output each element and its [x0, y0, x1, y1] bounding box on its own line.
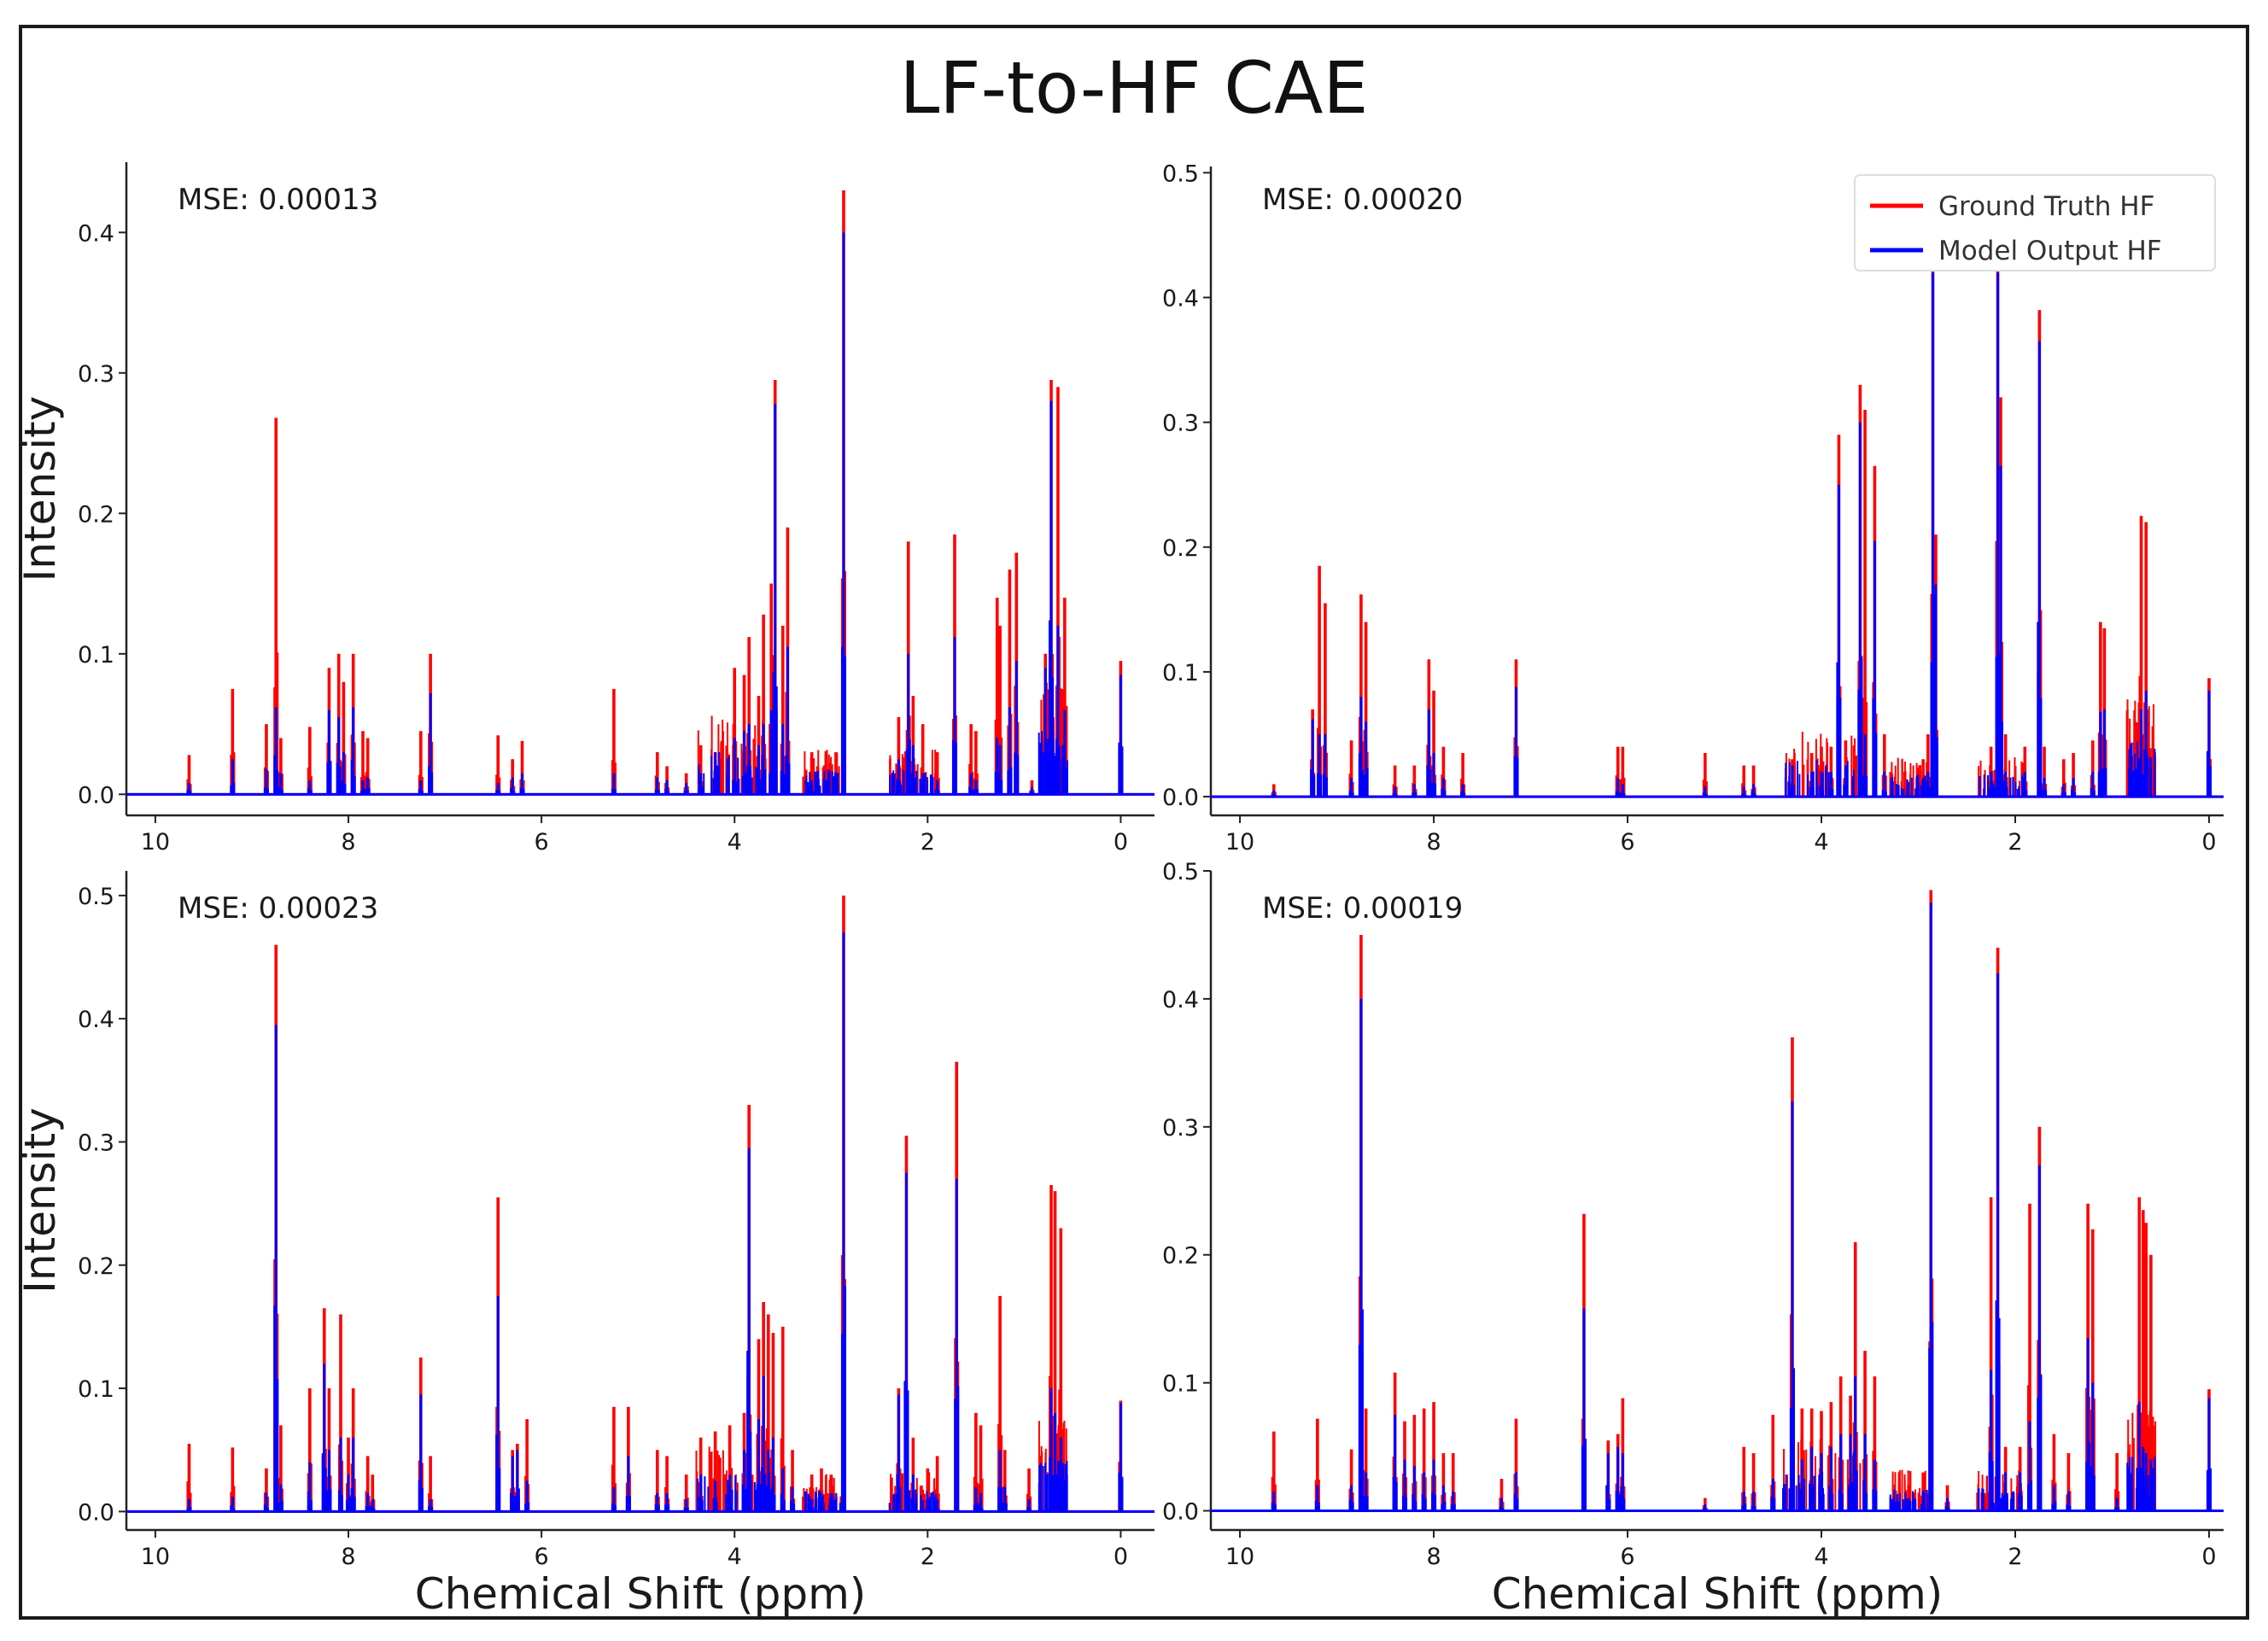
plot-area [1211, 890, 2224, 1513]
y-axis-title: Intensity [15, 396, 65, 582]
y-tick-label: 0.5 [78, 884, 114, 910]
x-tick-label: 2 [2008, 1544, 2022, 1570]
y-tick-label: 0.5 [1162, 161, 1199, 187]
x-tick-label: 2 [921, 1544, 935, 1570]
figure-title: LF-to-HF CAE [900, 46, 1369, 130]
mse-annotation: MSE: 0.00019 [1262, 891, 1463, 926]
x-tick-label: 0 [1114, 1544, 1128, 1570]
x-tick-label: 8 [1426, 829, 1441, 856]
y-tick-label: 0.3 [78, 1130, 114, 1156]
series-model-output-hf [1211, 902, 2224, 1513]
x-tick-label: 8 [341, 829, 355, 856]
mse-annotation: MSE: 0.00020 [1262, 183, 1463, 217]
plot-area [126, 895, 1154, 1513]
y-tick-label: 0.1 [78, 1376, 114, 1403]
y-tick-label: 0.3 [1162, 411, 1199, 437]
x-tick-label: 10 [141, 829, 170, 856]
mse-annotation: MSE: 0.00013 [178, 183, 378, 217]
panel-top-right: 10 8 6 4 2 0 0.0 0.1 0.2 0.3 0.4 0.5 MSE: 0.00020 Gro… [1162, 161, 2224, 856]
y-tick-label: 0.4 [1162, 285, 1199, 312]
y-tick-label: 0.3 [78, 361, 114, 388]
plot-area [1211, 197, 2224, 798]
x-tick-label: 10 [1225, 829, 1254, 856]
x-tick-label: 10 [141, 1544, 170, 1570]
y-axis-title: Intensity [15, 1107, 65, 1294]
y-tick-label: 0.1 [1162, 660, 1199, 686]
y-tick-label: 0.0 [1162, 1499, 1199, 1526]
x-tick-label: 10 [1225, 1544, 1254, 1570]
legend: Ground Truth HF Model Output HF [1854, 174, 2216, 272]
y-tick-label: 0.4 [1162, 987, 1199, 1013]
y-tick-label: 0.1 [78, 642, 114, 669]
legend-box [1854, 174, 2216, 272]
x-tick-label: 8 [341, 1544, 355, 1570]
x-tick-label: 4 [1814, 829, 1828, 856]
x-tick-label: 8 [1426, 1544, 1441, 1570]
x-axis-title: Chemical Shift (ppm) [1492, 1569, 1944, 1619]
x-tick-label: 0 [2201, 829, 2216, 856]
x-tick-label: 6 [535, 829, 549, 856]
panel-top-left: 10 8 6 4 2 0 0.0 0.1 0.2 0.3 0.4 MSE: 0.00013 Intens… [15, 162, 1154, 856]
legend-label: Ground Truth HF [1938, 191, 2154, 222]
mse-annotation: MSE: 0.00023 [178, 891, 378, 926]
x-tick-label: 0 [1114, 829, 1128, 856]
series-model-output-hf [126, 232, 1154, 796]
y-tick-label: 0.2 [1162, 1243, 1199, 1270]
y-tick-label: 0.2 [78, 501, 114, 528]
panel-bottom-left: 10 8 6 4 2 0 0.0 0.1 0.2 0.3 0.4 0.5 MSE: 0.00023 Int… [15, 871, 1154, 1619]
y-tick-label: 0.4 [78, 220, 114, 247]
x-tick-label: 4 [728, 829, 742, 856]
x-tick-label: 0 [2201, 1544, 2216, 1570]
x-tick-label: 6 [535, 1544, 549, 1570]
y-tick-label: 0.0 [1162, 785, 1199, 811]
x-tick-label: 2 [2008, 829, 2022, 856]
x-tick-label: 6 [1620, 829, 1634, 856]
y-tick-label: 0.4 [78, 1007, 114, 1033]
x-tick-label: 2 [921, 829, 935, 856]
y-tick-label: 0.3 [1162, 1115, 1199, 1142]
x-tick-label: 6 [1620, 1544, 1634, 1570]
panel-bottom-right: 10 8 6 4 2 0 0.0 0.1 0.2 0.3 0.4 0.5 MSE: 0.00019 Che… [1162, 859, 2224, 1619]
x-tick-label: 4 [728, 1544, 742, 1570]
x-tick-label: 4 [1814, 1544, 1828, 1570]
y-tick-label: 0.2 [1162, 535, 1199, 562]
legend-label: Model Output HF [1938, 236, 2162, 266]
y-tick-label: 0.1 [1162, 1371, 1199, 1398]
series-model-output-hf [1211, 272, 2224, 798]
y-tick-label: 0.2 [78, 1253, 114, 1280]
x-axis-title: Chemical Shift (ppm) [415, 1569, 867, 1619]
panels: 10 8 6 4 2 0 0.0 0.1 0.2 0.3 0.4 MSE: 0.00013 Intens… [15, 161, 2224, 1619]
y-tick-label: 0.0 [78, 1499, 114, 1526]
plot-area [126, 190, 1154, 796]
y-tick-label: 0.0 [78, 782, 114, 809]
series-model-output-hf [126, 932, 1154, 1513]
figure-frame [19, 25, 2249, 1620]
y-tick-label: 0.5 [1162, 859, 1199, 885]
